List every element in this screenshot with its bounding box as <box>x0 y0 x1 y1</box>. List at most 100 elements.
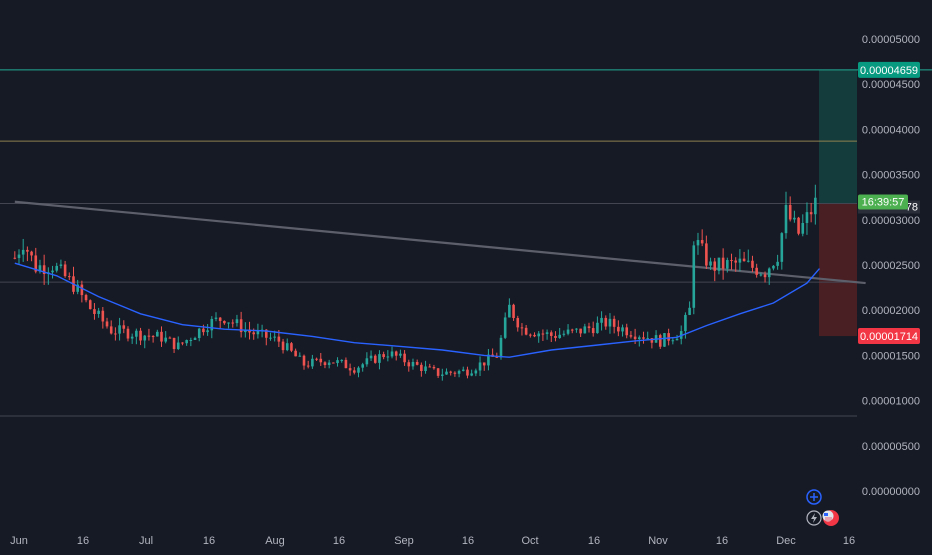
candle[interactable] <box>80 280 84 303</box>
candle[interactable] <box>336 357 339 367</box>
candle[interactable] <box>302 354 306 370</box>
candle[interactable] <box>428 363 432 368</box>
candle[interactable] <box>562 330 566 337</box>
candle[interactable] <box>583 323 587 334</box>
candle[interactable] <box>151 335 155 343</box>
candle[interactable] <box>503 312 507 340</box>
candle[interactable] <box>541 329 545 341</box>
candle[interactable] <box>713 257 717 282</box>
candle[interactable] <box>223 320 226 325</box>
candle[interactable] <box>168 336 172 339</box>
candle[interactable] <box>239 311 243 338</box>
candle[interactable] <box>390 346 394 359</box>
candle[interactable] <box>227 322 230 329</box>
candle[interactable] <box>181 342 184 346</box>
candle[interactable] <box>621 324 624 337</box>
candle[interactable] <box>579 328 582 337</box>
lightning-icon[interactable] <box>806 510 822 526</box>
candle[interactable] <box>663 332 666 347</box>
candle[interactable] <box>189 337 193 347</box>
candle[interactable] <box>63 260 67 278</box>
candle[interactable] <box>269 332 272 341</box>
candle[interactable] <box>231 319 235 328</box>
trendline[interactable] <box>14 200 866 285</box>
candle[interactable] <box>290 342 293 353</box>
candle[interactable] <box>470 369 473 377</box>
candle[interactable] <box>294 348 297 357</box>
candle[interactable] <box>197 327 201 342</box>
candle[interactable] <box>512 303 515 321</box>
candle[interactable] <box>801 214 805 237</box>
candle[interactable] <box>122 320 126 334</box>
candle[interactable] <box>109 320 113 335</box>
plus-circle-icon[interactable] <box>806 489 822 505</box>
candle[interactable] <box>353 367 356 375</box>
candle[interactable] <box>139 327 142 346</box>
candle[interactable] <box>311 354 314 369</box>
candle[interactable] <box>809 202 813 223</box>
moving-average-line[interactable] <box>14 262 821 358</box>
candle[interactable] <box>445 368 448 375</box>
candle[interactable] <box>533 332 536 338</box>
candle[interactable] <box>549 330 553 343</box>
candle[interactable] <box>746 249 750 263</box>
candle[interactable] <box>101 307 105 329</box>
candle[interactable] <box>147 328 151 341</box>
candle[interactable] <box>487 349 490 371</box>
candle[interactable] <box>784 191 788 239</box>
candle[interactable] <box>156 329 159 337</box>
candle[interactable] <box>466 366 469 379</box>
candle[interactable] <box>495 352 499 358</box>
candle[interactable] <box>281 338 285 354</box>
candle[interactable] <box>306 360 310 369</box>
candle[interactable] <box>612 315 616 334</box>
countdown-badge[interactable] <box>858 194 908 210</box>
candle[interactable] <box>176 336 180 351</box>
candle[interactable] <box>264 329 268 346</box>
candle[interactable] <box>545 329 549 340</box>
candle[interactable] <box>218 316 222 329</box>
candle[interactable] <box>738 249 742 272</box>
candle[interactable] <box>499 335 503 360</box>
candle[interactable] <box>332 362 335 364</box>
currency-flag-button[interactable] <box>822 510 840 526</box>
profit-zone[interactable] <box>819 69 857 204</box>
candle[interactable] <box>55 262 59 273</box>
candle[interactable] <box>604 315 608 330</box>
candle[interactable] <box>596 316 599 334</box>
candle[interactable] <box>516 315 520 332</box>
candle[interactable] <box>772 265 775 271</box>
candle[interactable] <box>172 337 176 353</box>
candle[interactable] <box>709 257 712 270</box>
candle[interactable] <box>51 265 54 279</box>
candle[interactable] <box>717 257 721 275</box>
candle[interactable] <box>570 328 574 334</box>
candle[interactable] <box>751 255 754 273</box>
candle[interactable] <box>93 303 96 320</box>
candle[interactable] <box>357 366 360 378</box>
candle[interactable] <box>164 331 167 344</box>
candle[interactable] <box>135 328 138 345</box>
candle[interactable] <box>348 363 352 376</box>
candle[interactable] <box>361 362 364 372</box>
candle[interactable] <box>696 232 700 255</box>
candle[interactable] <box>415 359 419 366</box>
candle[interactable] <box>742 251 746 262</box>
candle[interactable] <box>403 350 406 366</box>
candle[interactable] <box>114 327 117 341</box>
candle[interactable] <box>755 263 758 278</box>
candle[interactable] <box>365 352 369 367</box>
candle[interactable] <box>508 298 511 318</box>
candle[interactable] <box>130 333 134 344</box>
candle[interactable] <box>13 251 17 260</box>
candle[interactable] <box>705 235 708 270</box>
candle[interactable] <box>59 259 63 269</box>
candle[interactable] <box>193 336 197 341</box>
candle[interactable] <box>474 368 478 377</box>
candle[interactable] <box>457 369 461 378</box>
candle[interactable] <box>658 333 662 349</box>
candle[interactable] <box>340 359 344 363</box>
candle[interactable] <box>298 352 302 357</box>
